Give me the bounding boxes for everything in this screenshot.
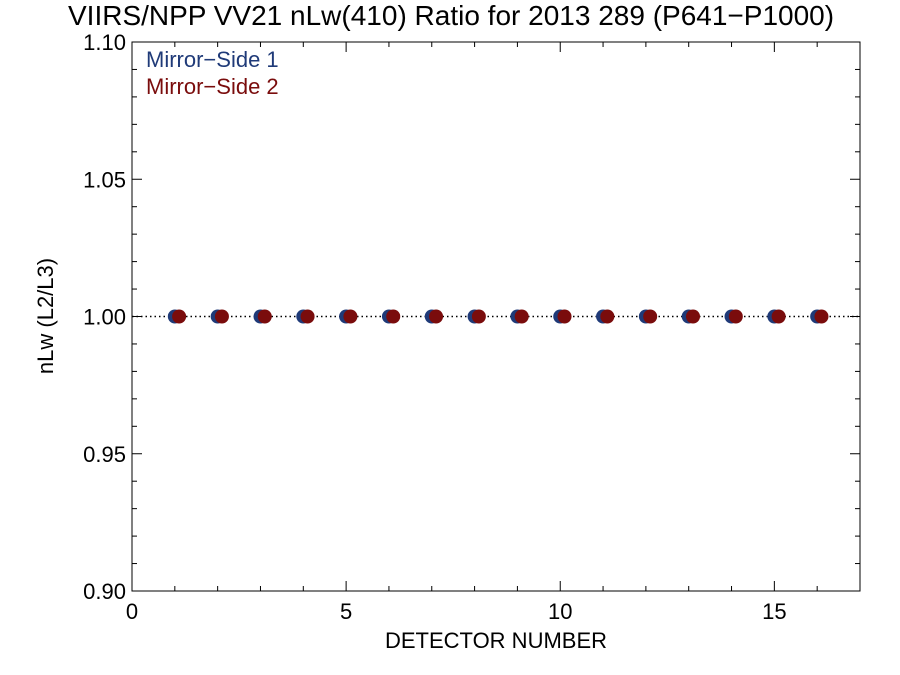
data-point-series-2 — [643, 309, 658, 324]
y-tick-label: 1.05 — [83, 167, 126, 192]
data-point-series-2 — [214, 309, 229, 324]
axes: 0 5 10 15 0.90 0.95 1.00 1.05 1.10 — [83, 30, 861, 624]
y-tick-label: 1.00 — [83, 305, 126, 330]
data-point-series-2 — [600, 309, 615, 324]
legend-item-mirror-side-2: Mirror−Side 2 — [146, 74, 279, 99]
y-tick-label: 0.90 — [83, 579, 126, 604]
y-axis-label: nLw (L2/L3) — [33, 257, 58, 375]
y-tick-label: 0.95 — [83, 442, 126, 467]
legend: Mirror−Side 1 Mirror−Side 2 — [146, 46, 279, 100]
data-points — [167, 309, 829, 324]
data-point-series-2 — [557, 309, 572, 324]
data-point-series-2 — [771, 309, 786, 324]
data-point-series-2 — [728, 309, 743, 324]
data-point-series-2 — [172, 309, 187, 324]
y-tick-label: 1.10 — [83, 30, 126, 55]
data-point-series-2 — [257, 309, 272, 324]
x-tick-label: 5 — [340, 599, 352, 624]
x-tick-label: 10 — [548, 599, 572, 624]
data-point-series-2 — [429, 309, 444, 324]
x-tick-label: 0 — [126, 599, 138, 624]
data-point-series-2 — [685, 309, 700, 324]
x-axis-label: DETECTOR NUMBER — [384, 628, 608, 653]
data-point-series-2 — [386, 309, 401, 324]
data-point-series-2 — [300, 309, 315, 324]
data-point-series-2 — [814, 309, 829, 324]
x-tick-label: 15 — [762, 599, 786, 624]
data-point-series-2 — [471, 309, 486, 324]
data-point-series-2 — [514, 309, 529, 324]
data-point-series-2 — [343, 309, 358, 324]
legend-item-mirror-side-1: Mirror−Side 1 — [146, 47, 279, 72]
chart-title: VIIRS/NPP VV21 nLw(410) Ratio for 2013 2… — [68, 0, 835, 31]
